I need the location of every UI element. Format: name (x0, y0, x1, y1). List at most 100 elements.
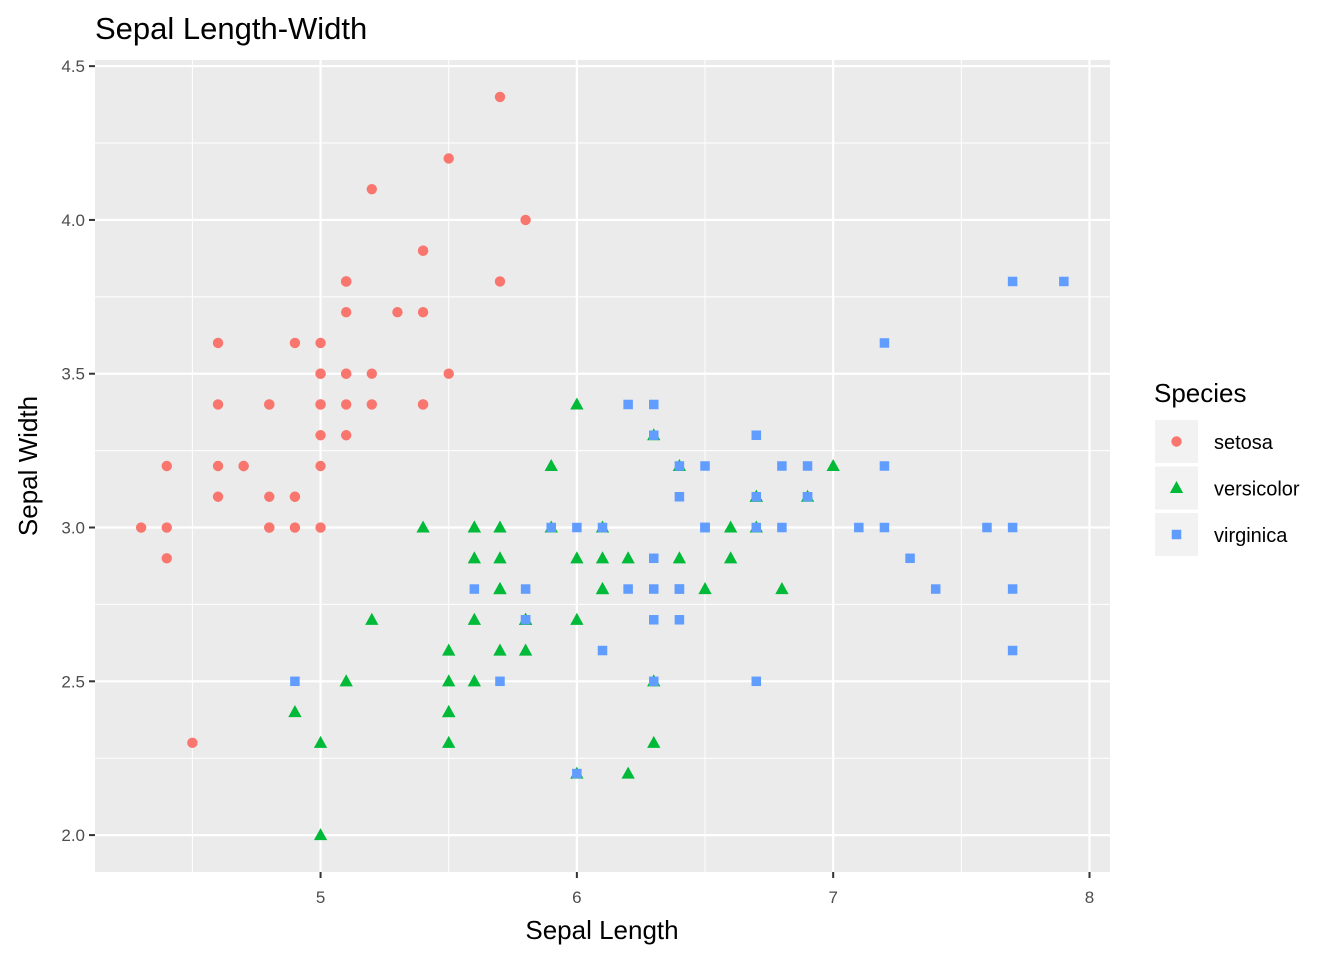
point-setosa (212, 491, 224, 502)
point-setosa (161, 553, 172, 564)
point-versicolor (775, 582, 789, 595)
point-virginica (623, 584, 633, 594)
point-versicolor (493, 551, 507, 564)
point-setosa (264, 491, 275, 502)
legend-item-virginica: virginica (1155, 513, 1288, 556)
x-axis-title: Sepal Length (525, 915, 678, 945)
point-setosa (443, 368, 454, 379)
point-versicolor (493, 582, 507, 595)
point-virginica (649, 676, 659, 687)
point-virginica (905, 553, 915, 564)
point-virginica (930, 584, 941, 594)
series-virginica (290, 276, 1069, 779)
point-versicolor (365, 612, 379, 625)
point-virginica (1059, 276, 1069, 287)
point-versicolor (518, 643, 533, 656)
point-virginica (649, 399, 659, 410)
point-versicolor (826, 459, 840, 472)
point-versicolor (698, 582, 712, 595)
point-setosa (494, 276, 506, 287)
point-virginica (649, 584, 659, 594)
point-versicolor (442, 705, 456, 718)
legend-item-versicolor: versicolor (1155, 466, 1300, 510)
point-versicolor (544, 459, 558, 472)
point-virginica (520, 615, 531, 625)
point-setosa (212, 399, 224, 410)
point-virginica (879, 338, 890, 348)
point-versicolor (595, 551, 610, 564)
point-setosa (520, 214, 531, 226)
point-virginica (546, 522, 556, 533)
point-virginica (700, 522, 710, 533)
point-setosa (315, 460, 326, 472)
point-virginica (674, 461, 685, 471)
y-tick-label: 2.5 (61, 672, 85, 691)
point-setosa (417, 399, 429, 410)
point-versicolor (467, 612, 481, 625)
point-virginica (674, 584, 685, 594)
point-setosa (443, 153, 454, 164)
point-virginica (1007, 584, 1018, 594)
point-virginica (700, 461, 710, 471)
point-versicolor (493, 520, 507, 533)
point-setosa (315, 368, 326, 379)
chart-title: Sepal Length-Width (95, 11, 367, 46)
point-virginica (777, 522, 787, 533)
point-virginica (751, 676, 762, 687)
point-versicolor (724, 551, 738, 564)
point-versicolor (313, 828, 328, 841)
point-setosa (135, 522, 147, 533)
point-setosa (264, 399, 275, 410)
point-virginica (674, 615, 685, 625)
plot-panel (95, 60, 1110, 872)
point-setosa (289, 522, 301, 533)
point-versicolor (339, 674, 353, 687)
point-virginica (982, 522, 992, 533)
y-tick-label: 4.5 (61, 57, 85, 76)
point-virginica (469, 584, 480, 594)
point-setosa (366, 368, 378, 379)
point-setosa (340, 276, 352, 287)
point-versicolor (672, 551, 687, 564)
legend-key-setosa (1171, 436, 1182, 447)
y-tick-label: 2.0 (61, 826, 85, 845)
point-setosa (494, 91, 506, 103)
point-versicolor (570, 551, 584, 564)
point-virginica (879, 461, 890, 471)
point-virginica (1007, 645, 1018, 656)
legend: Species setosa versicolor virginica (1154, 378, 1300, 556)
point-setosa (238, 460, 249, 472)
point-virginica (674, 492, 685, 502)
point-setosa (315, 399, 326, 410)
point-virginica (751, 492, 762, 502)
point-versicolor (416, 520, 430, 533)
point-versicolor (288, 705, 302, 718)
point-versicolor (570, 612, 584, 625)
x-tick-label: 7 (828, 888, 837, 907)
point-virginica (751, 522, 762, 533)
point-setosa (212, 460, 224, 472)
point-virginica (1007, 522, 1018, 533)
point-versicolor (467, 520, 481, 533)
point-virginica (1007, 276, 1018, 287)
point-versicolor (493, 643, 507, 656)
point-virginica (597, 645, 608, 656)
point-setosa (392, 307, 403, 318)
point-virginica (879, 522, 890, 533)
point-setosa (289, 491, 301, 502)
y-tick-label: 3.0 (61, 519, 85, 538)
point-setosa (340, 430, 352, 441)
point-virginica (751, 430, 762, 440)
point-virginica (802, 461, 813, 471)
point-virginica (649, 553, 659, 564)
legend-key-virginica (1171, 529, 1182, 540)
point-setosa (340, 399, 352, 410)
point-virginica (649, 615, 659, 625)
data-points (135, 91, 1069, 841)
point-virginica (572, 522, 582, 533)
point-versicolor (467, 551, 481, 564)
point-virginica (854, 522, 864, 533)
point-virginica (802, 492, 813, 502)
point-versicolor (621, 766, 635, 779)
point-setosa (340, 307, 352, 318)
